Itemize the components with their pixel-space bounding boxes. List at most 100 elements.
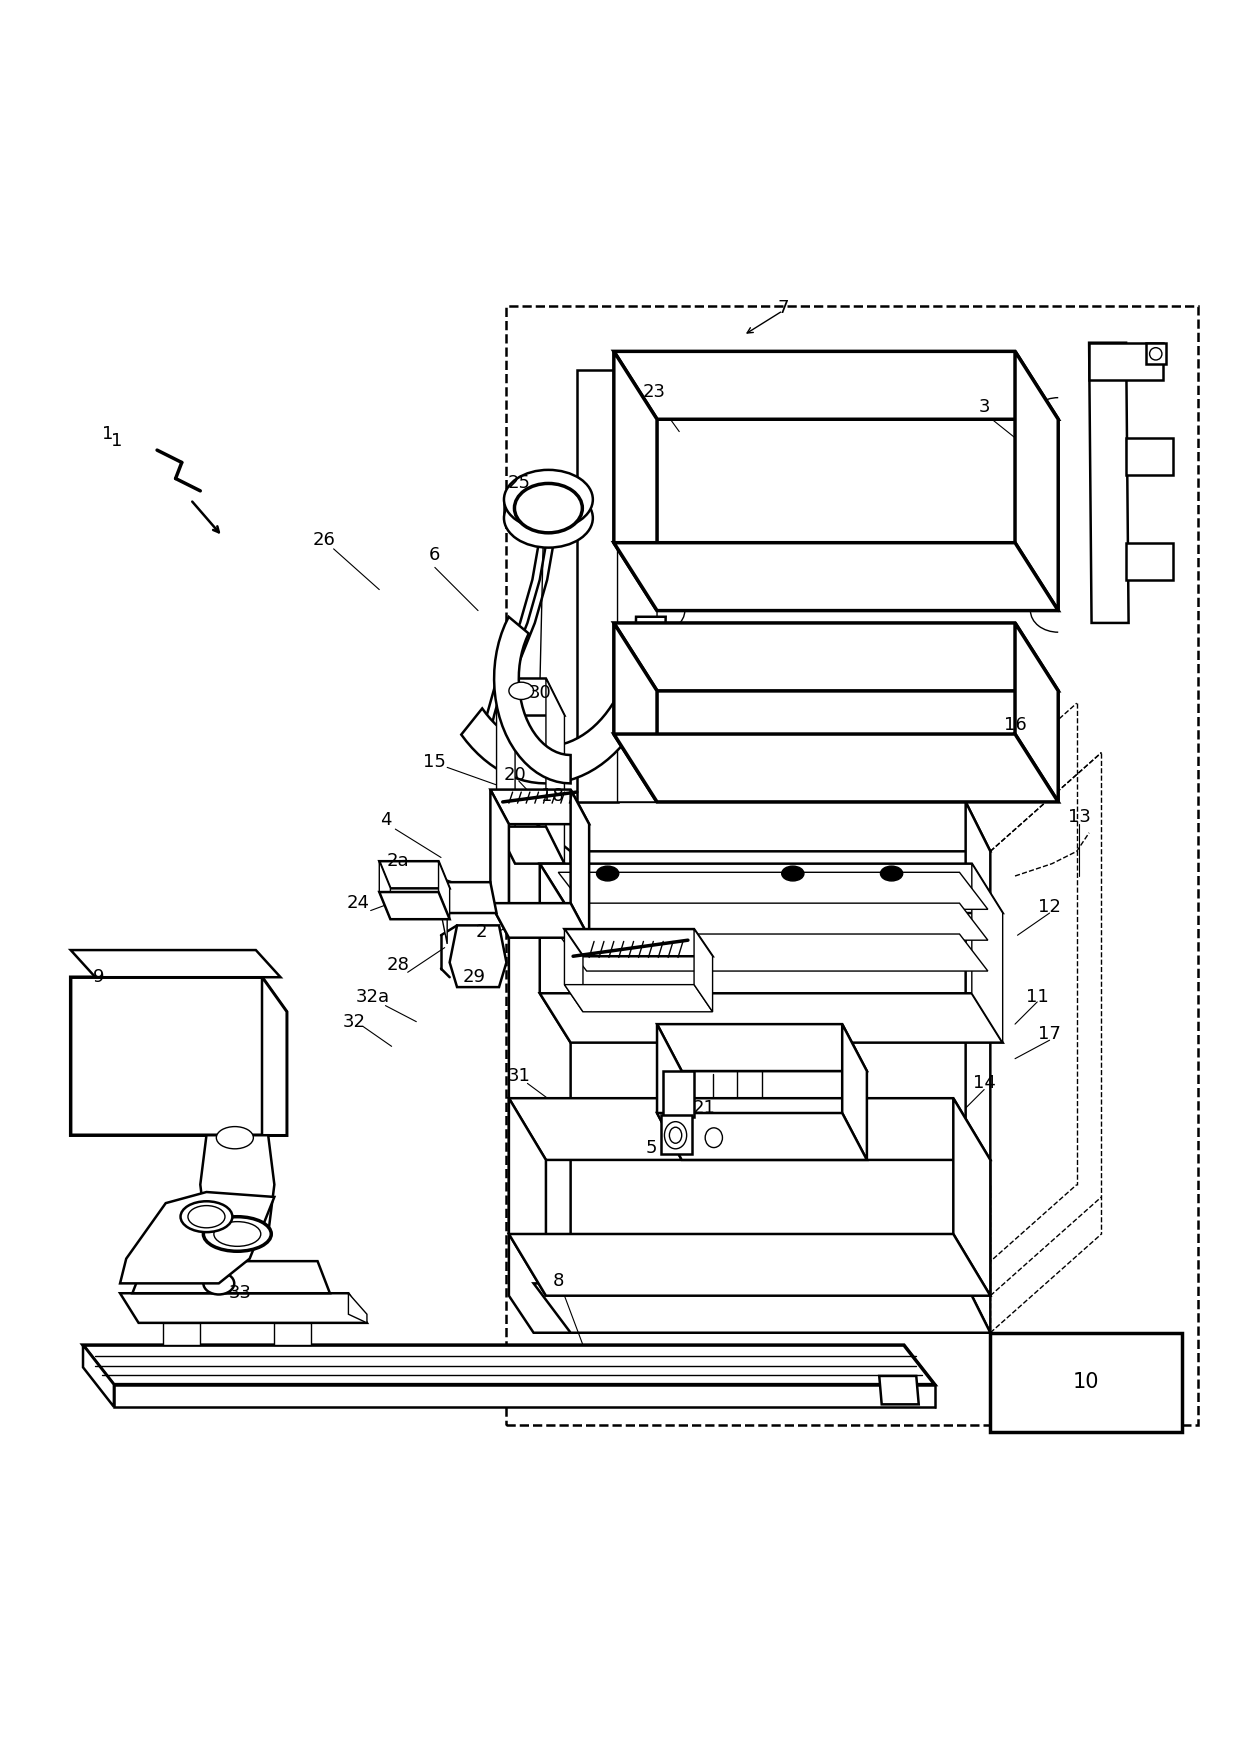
Polygon shape	[966, 802, 991, 1333]
Polygon shape	[657, 1025, 682, 1160]
Polygon shape	[558, 934, 988, 971]
Text: 3: 3	[978, 398, 990, 415]
Polygon shape	[508, 802, 570, 1333]
Ellipse shape	[665, 1121, 687, 1149]
Text: 16: 16	[1003, 717, 1027, 734]
Polygon shape	[618, 370, 657, 802]
Polygon shape	[379, 892, 450, 920]
Polygon shape	[577, 370, 618, 802]
Polygon shape	[83, 1346, 114, 1407]
Polygon shape	[120, 1293, 367, 1323]
Ellipse shape	[706, 1128, 723, 1148]
Polygon shape	[164, 1323, 201, 1346]
Polygon shape	[201, 1135, 274, 1233]
Ellipse shape	[503, 470, 593, 529]
Polygon shape	[439, 862, 450, 920]
Polygon shape	[904, 1346, 935, 1407]
Polygon shape	[1089, 343, 1163, 380]
Bar	[991, 1333, 1182, 1431]
Text: 1: 1	[102, 426, 113, 443]
Polygon shape	[1016, 624, 1058, 802]
Polygon shape	[972, 864, 1003, 1042]
Ellipse shape	[203, 1272, 234, 1295]
Polygon shape	[539, 864, 570, 1042]
Polygon shape	[262, 978, 286, 1135]
Polygon shape	[614, 734, 1058, 802]
Polygon shape	[694, 929, 713, 1013]
Polygon shape	[114, 1384, 935, 1407]
Polygon shape	[508, 1099, 991, 1160]
Text: 30: 30	[528, 685, 551, 703]
Polygon shape	[274, 1323, 311, 1346]
Bar	[506, 305, 1198, 1426]
Text: 18: 18	[541, 787, 563, 804]
Polygon shape	[663, 1070, 694, 1116]
Polygon shape	[461, 617, 666, 783]
Polygon shape	[379, 862, 450, 888]
Text: 1: 1	[110, 433, 122, 450]
Text: 20: 20	[503, 766, 527, 783]
Polygon shape	[564, 929, 583, 1013]
Polygon shape	[614, 352, 657, 611]
Polygon shape	[71, 978, 286, 1135]
Text: 8: 8	[553, 1272, 564, 1289]
Text: 10: 10	[1073, 1372, 1099, 1393]
Polygon shape	[842, 1025, 867, 1160]
Polygon shape	[508, 802, 991, 851]
Polygon shape	[564, 929, 713, 957]
Polygon shape	[133, 1261, 330, 1293]
Polygon shape	[614, 624, 1058, 690]
Ellipse shape	[216, 1127, 253, 1149]
Polygon shape	[1089, 343, 1128, 624]
Polygon shape	[496, 678, 515, 864]
Ellipse shape	[596, 865, 619, 881]
Polygon shape	[1146, 343, 1166, 364]
Text: 5: 5	[645, 1139, 657, 1156]
Text: 2: 2	[476, 923, 487, 941]
Text: 2a: 2a	[387, 851, 409, 871]
Polygon shape	[496, 827, 564, 864]
Polygon shape	[71, 950, 280, 978]
Text: 15: 15	[423, 753, 446, 771]
Text: 6: 6	[429, 547, 440, 564]
Text: 24: 24	[347, 894, 370, 913]
Ellipse shape	[463, 943, 494, 971]
Ellipse shape	[454, 934, 502, 978]
Polygon shape	[954, 1099, 991, 1296]
Ellipse shape	[515, 484, 583, 533]
Polygon shape	[490, 790, 508, 937]
Polygon shape	[450, 925, 506, 986]
Polygon shape	[570, 790, 589, 937]
Polygon shape	[441, 883, 496, 913]
Polygon shape	[490, 904, 589, 937]
Text: 33: 33	[228, 1284, 252, 1302]
Ellipse shape	[670, 1127, 682, 1144]
Ellipse shape	[203, 1216, 272, 1251]
Polygon shape	[614, 624, 657, 802]
Polygon shape	[1126, 438, 1173, 475]
Polygon shape	[441, 883, 448, 944]
Polygon shape	[496, 678, 564, 715]
Ellipse shape	[880, 865, 903, 881]
Text: 23: 23	[644, 384, 666, 401]
Ellipse shape	[213, 1221, 260, 1246]
Ellipse shape	[781, 865, 804, 881]
Text: 13: 13	[1068, 808, 1091, 825]
Polygon shape	[539, 864, 1003, 913]
Polygon shape	[379, 862, 391, 920]
Text: 12: 12	[1038, 897, 1061, 916]
Polygon shape	[614, 352, 1058, 419]
Polygon shape	[539, 993, 1003, 1042]
Text: 32: 32	[343, 1013, 366, 1030]
Polygon shape	[564, 985, 713, 1013]
Polygon shape	[348, 1293, 367, 1323]
Polygon shape	[494, 617, 570, 783]
Text: 7: 7	[777, 300, 789, 317]
Polygon shape	[490, 790, 589, 823]
Polygon shape	[533, 1284, 991, 1333]
Text: 4: 4	[379, 811, 391, 829]
Ellipse shape	[503, 489, 593, 548]
Text: 26: 26	[312, 531, 335, 548]
Text: 28: 28	[387, 957, 409, 974]
Text: 21: 21	[692, 1099, 715, 1118]
